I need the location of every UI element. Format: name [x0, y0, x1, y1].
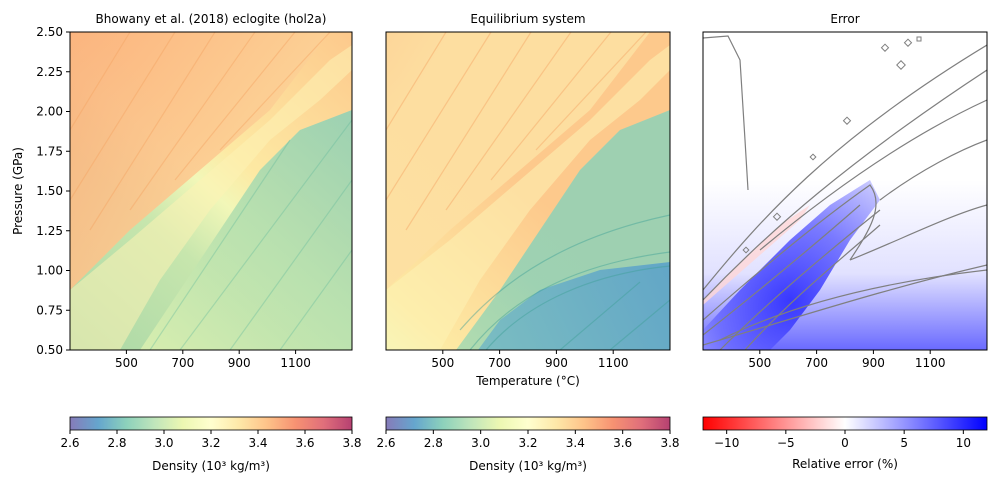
x-tick-label: 700	[488, 356, 511, 370]
colorbar-tick-label: 3.6	[613, 436, 632, 450]
colorbar-c-bar	[702, 416, 988, 431]
y-tick-label: 1.50	[36, 184, 63, 198]
y-tick-label: 2.25	[36, 65, 63, 79]
colorbar-tick-label: 10	[956, 436, 971, 450]
x-tick-label: 1100	[915, 356, 946, 370]
colorbar-tick-label: 5	[900, 436, 908, 450]
colorbar-b-ticks: 2.6 2.8 3.0 3.2 3.4 3.6 3.8	[376, 430, 680, 450]
panel-b-title: Equilibrium system	[470, 12, 585, 26]
panel-c-small-contours	[742, 36, 922, 254]
panel-b-low-density-blue	[478, 262, 670, 350]
panel-b-contours	[386, 32, 647, 231]
panel-a-ylabel: Pressure (GPa)	[11, 147, 25, 235]
colorbar-tick-label: 2.8	[107, 436, 126, 450]
x-tick-label: 1100	[280, 356, 311, 370]
colorbar-tick-label: 3.0	[154, 436, 173, 450]
colorbar-tick-label: 2.6	[60, 436, 79, 450]
panel-a-title: Bhowany et al. (2018) eclogite (hol2a)	[96, 12, 327, 26]
panel-b-transition-band	[386, 45, 670, 350]
colorbar-a: 2.6 2.8 3.0 3.2 3.4 3.6 3.8 Density (10³ kg/m³…	[60, 416, 362, 473]
panel-a-transition-band	[70, 45, 352, 350]
colorbar-tick-label: −10	[714, 436, 739, 450]
colorbar-c-ticks: −10 −5 0 5 10	[714, 430, 971, 450]
panel-b-high-density-region	[386, 32, 650, 290]
y-tick-label: 0.75	[36, 303, 63, 317]
x-tick-label: 700	[805, 356, 828, 370]
x-tick-label: 1100	[598, 356, 629, 370]
colorbar-tick-label: 3.2	[201, 436, 220, 450]
panel-c: Error	[702, 12, 988, 370]
colorbar-b-label: Density (10³ kg/m³)	[469, 459, 587, 473]
panel-a-contours	[70, 32, 331, 231]
x-tick-label: 500	[431, 356, 454, 370]
x-tick-label: 700	[171, 356, 194, 370]
colorbar-tick-label: −5	[777, 436, 795, 450]
x-tick-label: 500	[748, 356, 771, 370]
colorbar-a-bar	[69, 416, 353, 431]
panel-c-blue-region	[703, 180, 880, 350]
colorbar-tick-label: 2.8	[424, 436, 443, 450]
colorbar-tick-label: 2.6	[376, 436, 395, 450]
colorbar-tick-label: 3.6	[295, 436, 314, 450]
colorbar-c-label: Relative error (%)	[792, 457, 898, 471]
colorbar-c: −10 −5 0 5 10 Relative error (%)	[702, 416, 988, 471]
panel-c-frame	[702, 31, 988, 351]
panel-c-xaxis: 500 700 900 1100	[748, 350, 945, 370]
colorbar-tick-label: 3.2	[518, 436, 537, 450]
panel-a-xaxis: 500 700 900 1100	[115, 350, 311, 370]
colorbar-tick-label: 0	[841, 436, 849, 450]
colorbar-b: 2.6 2.8 3.0 3.2 3.4 3.6 3.8 Density (10³ kg/m³…	[376, 416, 680, 473]
y-tick-label: 2.50	[36, 25, 63, 39]
panel-a-low-density-region	[140, 110, 352, 350]
panel-a: Bhowany et al. (2018) eclogite (hol2a)	[11, 12, 353, 370]
colorbar-tick-label: 3.8	[342, 436, 361, 450]
colorbar-a-label: Density (10³ kg/m³)	[152, 459, 270, 473]
colorbar-a-ticks: 2.6 2.8 3.0 3.2 3.4 3.6 3.8	[60, 430, 362, 450]
colorbar-tick-label: 3.8	[660, 436, 679, 450]
panel-b-xaxis: 500 700 900 1100	[431, 350, 628, 370]
colorbar-tick-label: 3.4	[248, 436, 267, 450]
y-tick-label: 1.00	[36, 264, 63, 278]
panel-a-high-density-region	[70, 32, 330, 290]
panel-b-xlabel: Temperature (°C)	[475, 374, 580, 388]
colorbar-b-bar	[385, 416, 671, 431]
x-tick-label: 500	[115, 356, 138, 370]
panel-a-yticks: 0.50 0.75 1.00 1.25 1.50 1.75 2.00 2.25 2.50	[36, 25, 70, 357]
y-tick-label: 1.75	[36, 144, 63, 158]
panel-b-frame	[385, 31, 671, 351]
panel-c-red-region	[703, 205, 810, 305]
colorbar-tick-label: 3.4	[566, 436, 585, 450]
y-tick-label: 1.25	[36, 224, 63, 238]
y-tick-label: 2.00	[36, 105, 63, 119]
x-tick-label: 900	[545, 356, 568, 370]
panel-b-contours-low	[459, 214, 670, 350]
x-tick-label: 900	[862, 356, 885, 370]
panel-b: Equilibrium system	[385, 12, 671, 388]
panel-b-heatmap	[386, 32, 670, 350]
panel-c-title: Error	[830, 12, 859, 26]
panel-c-contours	[703, 35, 987, 350]
panel-a-heatmap	[70, 32, 352, 350]
colorbar-tick-label: 3.0	[471, 436, 490, 450]
panel-a-yaxis: Pressure (GPa)	[11, 147, 25, 235]
panel-a-contours-low	[149, 119, 352, 350]
x-tick-label: 900	[228, 356, 251, 370]
y-tick-label: 0.50	[36, 343, 63, 357]
panel-c-heatmap	[703, 32, 987, 350]
